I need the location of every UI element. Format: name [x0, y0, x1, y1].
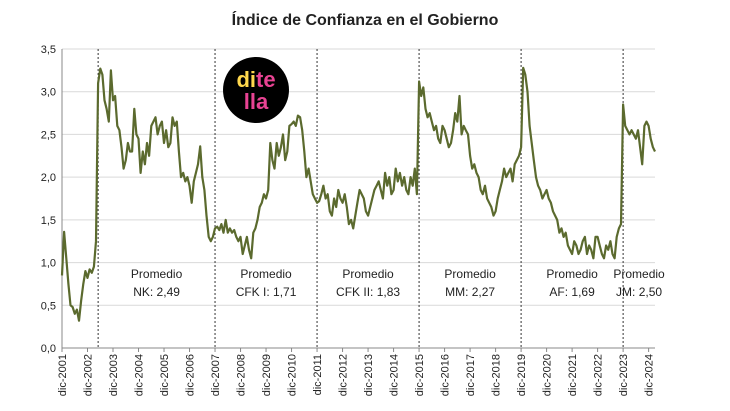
x-tick-label: dic-2012 — [338, 354, 350, 396]
logo-circle — [223, 57, 289, 123]
series-line — [60, 66, 656, 322]
period-average: CFK II: 1,83 — [336, 285, 400, 299]
x-tick-label: dic-2011 — [312, 354, 324, 395]
x-tick-label: dic-2003 — [108, 354, 120, 396]
y-tick-label: 3,0 — [41, 87, 56, 99]
gridlines — [61, 48, 655, 349]
y-axis: 0,0 0,5 1,0 1,5 2,0 2,5 3,0 3,5 — [41, 44, 56, 355]
logo-text-2: lla — [244, 89, 269, 114]
y-tick-label: 1,0 — [41, 258, 56, 270]
period-average: JM: 2,50 — [616, 285, 662, 299]
period-label: Promedio — [240, 267, 292, 281]
y-tick-label: 2,0 — [41, 172, 56, 184]
x-tick-label: dic-2020 — [542, 354, 554, 396]
x-tick-label: dic-2015 — [414, 354, 426, 396]
chart-title: Índice de Confianza en el Gobierno — [232, 10, 499, 29]
y-tick-label: 0,5 — [41, 300, 56, 312]
y-tick-label: 1,5 — [41, 215, 56, 227]
x-tick-label: dic-2009 — [261, 354, 273, 396]
period-label: Promedio — [444, 267, 496, 281]
y-tick-label: 3,5 — [41, 44, 56, 56]
x-axis: dic-2001 dic-2002 dic-2003 dic-2004 dic-2005… — [57, 348, 656, 396]
period-average: CFK I: 1,71 — [236, 285, 297, 299]
x-tick-label: dic-2005 — [159, 354, 171, 396]
period-label: Promedio — [546, 267, 598, 281]
ditella-logo: dite lla — [223, 57, 289, 123]
x-tick-label: dic-2007 — [210, 354, 222, 396]
x-tick-label: dic-2022 — [593, 354, 605, 396]
period-average: AF: 1,69 — [549, 285, 595, 299]
x-tick-label: dic-2016 — [440, 354, 452, 396]
period-label: Promedio — [342, 267, 394, 281]
x-tick-label: dic-2024 — [644, 354, 656, 396]
period-average: NK: 2,49 — [133, 285, 180, 299]
x-tick-label: dic-2004 — [134, 354, 146, 396]
x-tick-label: dic-2014 — [389, 354, 401, 396]
x-tick-label: dic-2006 — [185, 354, 197, 396]
period-average: MM: 2,27 — [445, 285, 495, 299]
x-tick-label: dic-2017 — [465, 354, 477, 396]
period-separators — [97, 49, 624, 348]
x-tick-label: dic-2010 — [287, 354, 299, 396]
period-label: Promedio — [131, 267, 183, 281]
x-tick-label: dic-2002 — [83, 354, 95, 396]
x-tick-label: dic-2018 — [491, 354, 503, 396]
period-label: Promedio — [613, 267, 665, 281]
y-tick-label: 2,5 — [41, 129, 56, 141]
x-tick-label: dic-2023 — [618, 354, 630, 396]
logo-text: dite — [236, 67, 275, 92]
x-tick-label: dic-2008 — [236, 354, 248, 396]
x-tick-label: dic-2021 — [567, 354, 579, 396]
y-tick-label: 0,0 — [41, 343, 56, 355]
x-tick-label: dic-2013 — [363, 354, 375, 396]
x-tick-label: dic-2001 — [57, 354, 69, 396]
x-tick-label: dic-2019 — [516, 354, 528, 396]
period-averages: Promedio NK: 2,49 Promedio CFK I: 1,71 Prome… — [131, 267, 665, 299]
